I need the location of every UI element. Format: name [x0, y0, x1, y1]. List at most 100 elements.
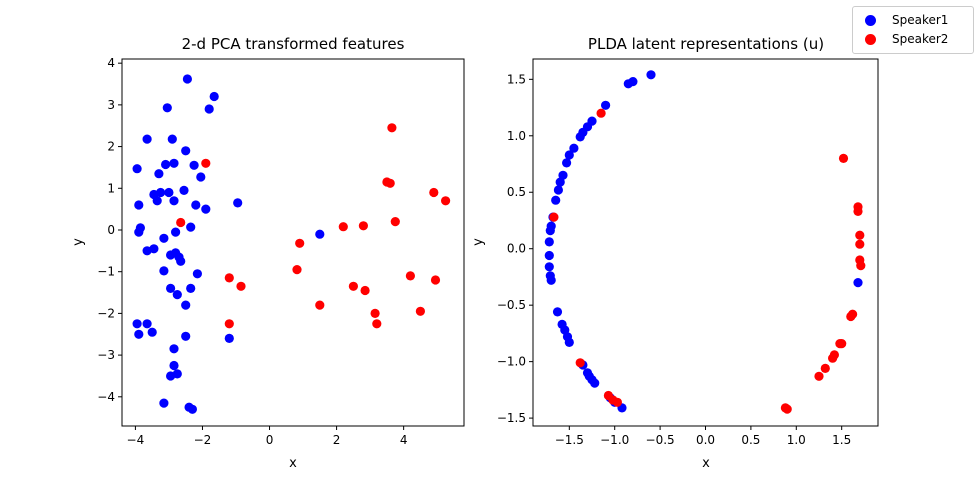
pca-point-speaker1-33 [176, 256, 186, 266]
pca-y-tick-label: 3 [107, 98, 115, 112]
plda-point-speaker2-8 [814, 371, 824, 381]
legend-marker-speaker1 [865, 14, 876, 26]
plda-point-speaker2-22 [856, 261, 866, 271]
plda-point-speaker1-32 [590, 378, 600, 388]
pca-point-speaker1-10 [169, 158, 179, 168]
pca-x-tick-label: −4 [127, 433, 145, 447]
pca-point-speaker2-16 [387, 123, 397, 133]
pca-point-speaker1-46 [169, 360, 179, 371]
plda-scatter-panel: PLDA latent representations (u) x y −1.5… [471, 35, 879, 471]
plda-x-tick-label: 0.0 [696, 433, 715, 447]
pca-scatter-panel: 2-d PCA transformed features x y −4 −2 0 2 4… [71, 35, 465, 471]
pca-point-speaker1-11 [189, 160, 199, 170]
plda-x-tick-label: 1.5 [832, 433, 851, 447]
plda-y-tick-label: 0.0 [507, 242, 526, 256]
pca-point-speaker2-0 [201, 158, 211, 168]
pca-point-speaker2-13 [372, 319, 382, 329]
plda-y-tick-label: −1.5 [497, 411, 526, 425]
pca-point-speaker1-1 [162, 103, 172, 113]
pca-point-speaker1-39 [181, 300, 191, 310]
plda-point-speaker2-16 [838, 153, 849, 163]
plda-chart-title: PLDA latent representations (u) [588, 35, 824, 53]
pca-point-speaker1-21 [201, 204, 211, 214]
pca-point-speaker1-9 [154, 169, 164, 179]
pca-y-tick-label: −3 [97, 348, 115, 362]
plda-point-speaker1-27 [564, 337, 574, 347]
pca-point-speaker1-27 [171, 227, 181, 237]
pca-point-speaker1-6 [181, 146, 191, 156]
legend-marker-speaker2 [865, 33, 876, 45]
pca-point-speaker1-0 [182, 74, 192, 84]
pca-point-speaker2-21 [441, 196, 451, 206]
plda-point-speaker2-9 [820, 363, 830, 373]
pca-point-speaker2-7 [315, 300, 325, 310]
pca-point-speaker2-2 [224, 273, 234, 283]
pca-point-speaker1-45 [169, 344, 179, 354]
pca-y-axis-label: y [71, 238, 86, 246]
pca-point-speaker1-15 [164, 187, 174, 198]
plda-point-speaker2-1 [549, 212, 559, 222]
plda-point-speaker1-3 [601, 100, 611, 110]
pca-y-tick-label: 4 [107, 56, 115, 70]
pca-y-tick-label: 1 [107, 181, 115, 195]
pca-point-speaker1-42 [134, 329, 144, 339]
pca-point-speaker2-15 [385, 178, 395, 188]
plda-point-speaker2-0 [596, 108, 606, 118]
legend-label-speaker1: Speaker1 [892, 13, 949, 27]
pca-point-speaker1-25 [186, 222, 196, 232]
pca-point-speaker1-8 [161, 159, 171, 170]
pca-point-speaker2-8 [338, 222, 348, 232]
pca-point-speaker2-5 [295, 238, 305, 248]
pca-point-speaker1-49 [159, 398, 169, 408]
pca-point-speaker1-7 [132, 164, 142, 174]
plda-point-speaker1-9 [564, 150, 574, 160]
pca-point-speaker2-20 [429, 187, 439, 198]
pca-point-speaker1-48 [172, 369, 182, 379]
plda-y-tick-label: 1.5 [507, 72, 526, 86]
pca-point-speaker2-12 [370, 308, 380, 318]
pca-plot-frame [121, 58, 465, 427]
pca-chart-title: 2-d PCA transformed features [182, 35, 405, 53]
pca-y-tick-label: 0 [107, 223, 115, 237]
plda-x-axis-label: x [702, 456, 710, 471]
pca-point-speaker1-41 [142, 319, 152, 329]
plda-point-speaker1-22 [546, 275, 556, 285]
pca-y-tick-label: −4 [97, 390, 115, 404]
legend-label-speaker2: Speaker2 [892, 32, 949, 46]
pca-point-speaker1-35 [192, 269, 202, 279]
pca-point-speaker2-10 [348, 281, 358, 291]
pca-point-speaker1-36 [166, 283, 176, 293]
pca-point-speaker2-11 [360, 285, 370, 296]
plda-y-tick-label: −1.0 [497, 355, 526, 369]
pca-point-speaker1-12 [196, 172, 206, 182]
plda-y-tick-label: −0.5 [497, 298, 526, 312]
plda-point-speaker1-14 [551, 195, 561, 205]
plda-x-tick-label: −1.0 [600, 433, 629, 447]
pca-point-speaker1-43 [147, 327, 157, 337]
legend: Speaker1 Speaker2 [852, 6, 974, 54]
pca-point-speaker1-26 [159, 233, 169, 243]
pca-point-speaker1-29 [149, 244, 159, 254]
pca-point-speaker2-4 [224, 319, 234, 329]
pca-point-speaker2-17 [390, 217, 400, 227]
pca-point-speaker1-19 [134, 200, 144, 210]
pca-point-speaker2-19 [415, 306, 425, 316]
pca-point-speaker1-20 [191, 200, 201, 210]
pca-x-tick-label: 2 [333, 433, 341, 447]
plda-point-speaker1-0 [646, 70, 656, 80]
pca-y-tick-label: 2 [107, 140, 115, 154]
plda-point-speaker1-10 [562, 158, 572, 168]
pca-point-speaker1-17 [152, 196, 162, 206]
pca-point-speaker2-6 [292, 265, 302, 275]
pca-x-tick-label: 0 [266, 433, 274, 447]
pca-point-speaker1-40 [132, 319, 142, 329]
pca-point-speaker1-52 [224, 333, 234, 343]
plda-point-speaker1-20 [544, 262, 554, 272]
pca-point-speaker1-4 [142, 134, 152, 144]
plda-point-speaker1-36 [853, 278, 863, 288]
pca-point-speaker1-22 [233, 198, 243, 208]
plda-point-speaker1-19 [544, 250, 554, 261]
plda-x-tick-label: 0.5 [741, 433, 760, 447]
pca-point-speaker2-3 [236, 281, 246, 291]
